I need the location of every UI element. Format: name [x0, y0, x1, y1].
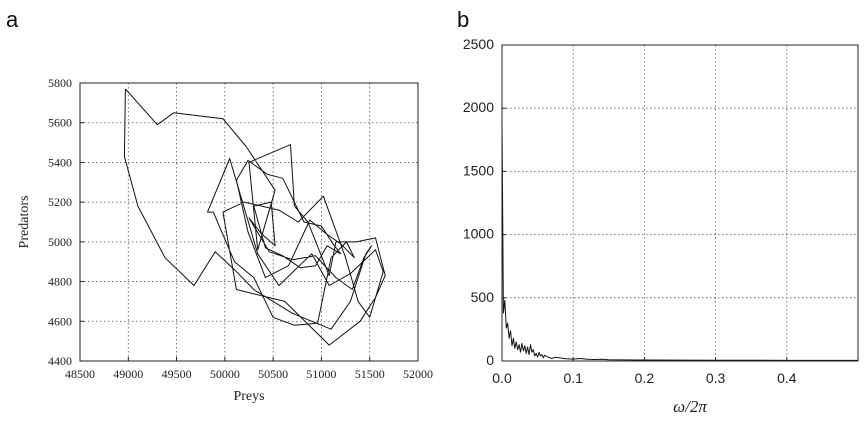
x-tick-label: 0.3	[706, 370, 726, 386]
y-tick-label: 1000	[463, 226, 494, 242]
x-tick-label: 52000	[403, 367, 433, 381]
x-axis-label-a: Preys	[233, 389, 264, 404]
x-tick-label: 0.1	[563, 370, 583, 386]
y-ticks-b: 0 500 1000 1500 2000 2500	[463, 36, 506, 368]
y-tick-label: 5200	[48, 195, 72, 209]
y-tick-label: 4600	[48, 314, 72, 328]
panel-b-letter: b	[457, 7, 469, 32]
chart-panel-b: 0.0 0.1 0.2 0.3 0.4 0 500 1000 1500 2000 2500 ω/2…	[463, 36, 859, 416]
x-tick-label: 0.0	[492, 370, 512, 386]
grid-a	[80, 83, 418, 361]
x-tick-label: 50000	[210, 367, 240, 381]
x-tick-label: 51500	[355, 367, 385, 381]
y-tick-label: 2000	[463, 99, 494, 115]
y-tick-label: 2500	[463, 36, 494, 52]
x-tick-label: 48500	[65, 367, 95, 381]
x-tick-label: 49500	[162, 367, 192, 381]
y-tick-label: 5400	[48, 155, 72, 169]
panel-a-letter: a	[6, 7, 19, 32]
y-tick-label: 5600	[48, 116, 72, 130]
y-tick-label: 5000	[48, 235, 72, 249]
series-line-1	[123, 88, 386, 346]
x-ticks-b: 0.0 0.1 0.2 0.3 0.4	[492, 357, 797, 386]
x-tick-label: 0.2	[635, 370, 655, 386]
y-tick-label: 500	[471, 289, 495, 305]
y-tick-label: 1500	[463, 162, 494, 178]
grid-b	[502, 45, 858, 361]
y-tick-label: 4800	[48, 275, 72, 289]
chart-panel-a: 48500 49000 49500 50000 50500 51000 51500 52000…	[17, 76, 433, 404]
x-tick-label: 51000	[306, 367, 336, 381]
y-ticks-a: 4400 4600 4800 5000 5200 5400 5600 5800	[48, 76, 84, 368]
series-a	[123, 88, 386, 346]
y-tick-label: 5800	[48, 76, 72, 90]
y-tick-label: 0	[486, 352, 494, 368]
series-b	[501, 120, 858, 361]
y-tick-label: 4400	[48, 354, 72, 368]
plot-frame-b	[501, 44, 859, 362]
plot-frame-a	[79, 82, 419, 362]
y-axis-label-a: Predators	[17, 196, 32, 249]
series-line-1	[501, 120, 858, 361]
x-tick-label: 50500	[258, 367, 288, 381]
x-tick-label: 0.4	[777, 370, 797, 386]
x-tick-label: 49000	[113, 367, 143, 381]
x-axis-label-b: ω/2π	[673, 397, 707, 416]
x-ticks-a: 48500 49000 49500 50000 50500 51000 51500 52000	[65, 357, 433, 381]
